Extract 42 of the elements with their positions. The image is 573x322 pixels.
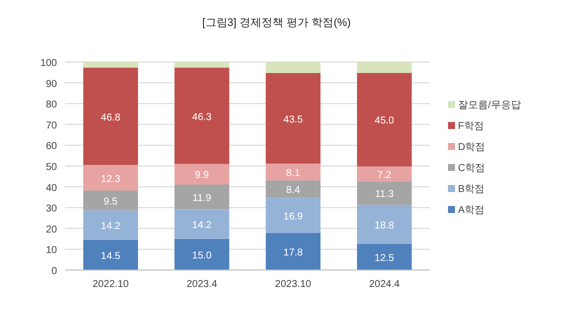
y-tick-label: 40 xyxy=(46,182,58,194)
legend-label: B학점 xyxy=(458,184,485,195)
legend-label: C학점 xyxy=(458,163,486,174)
x-tick-label: 2024.4 xyxy=(369,279,400,290)
y-tick-label: 50 xyxy=(46,162,58,173)
data-label: 45.0 xyxy=(374,116,395,127)
data-label: 11.9 xyxy=(192,192,212,204)
data-label: 14.2 xyxy=(192,220,212,232)
data-label: 15.0 xyxy=(192,250,212,262)
data-label: 11.3 xyxy=(375,189,394,200)
legend-label: A학점 xyxy=(458,205,485,216)
data-label: 16.9 xyxy=(283,211,304,222)
y-tick-label: 30 xyxy=(46,204,58,215)
y-tick-label: 80 xyxy=(46,100,58,111)
data-label: 8.4 xyxy=(286,185,301,196)
title: [그림3] 경제정책 평가 학점(%) xyxy=(202,17,351,29)
data-label: 12.3 xyxy=(100,174,121,185)
data-label: 14.2 xyxy=(100,221,121,232)
y-tick-label: 100 xyxy=(40,58,58,69)
y-tick-label: 60 xyxy=(46,141,58,152)
y-tick-label: 20 xyxy=(46,224,58,236)
y-tick-label: 90 xyxy=(46,78,58,90)
y-tick-label: 10 xyxy=(46,245,58,256)
data-label: 12.5 xyxy=(374,253,395,264)
legend-label: D학점 xyxy=(458,142,486,153)
data-label: 9.9 xyxy=(194,170,210,182)
data-label: 46.8 xyxy=(100,112,121,124)
data-label: 18.8 xyxy=(374,220,395,232)
x-tick-label: 2022.10 xyxy=(92,279,130,290)
legend-label: 잘모름/무응답 xyxy=(458,100,521,111)
legend-label: F학점 xyxy=(458,121,484,132)
data-label: 43.5 xyxy=(283,114,304,126)
x-tick-label: 2023.10 xyxy=(275,279,312,290)
y-tick-label: 70 xyxy=(46,120,58,132)
y-tick-label: 0 xyxy=(51,266,58,277)
x-tick-label: 2023.4 xyxy=(186,279,218,290)
data-label: 17.8 xyxy=(283,247,304,258)
data-label: 9.5 xyxy=(104,196,118,208)
data-label: 8.1 xyxy=(286,168,301,179)
data-label: 14.5 xyxy=(100,250,121,262)
data-label: 7.2 xyxy=(377,170,392,181)
data-label: 46.3 xyxy=(192,112,212,123)
